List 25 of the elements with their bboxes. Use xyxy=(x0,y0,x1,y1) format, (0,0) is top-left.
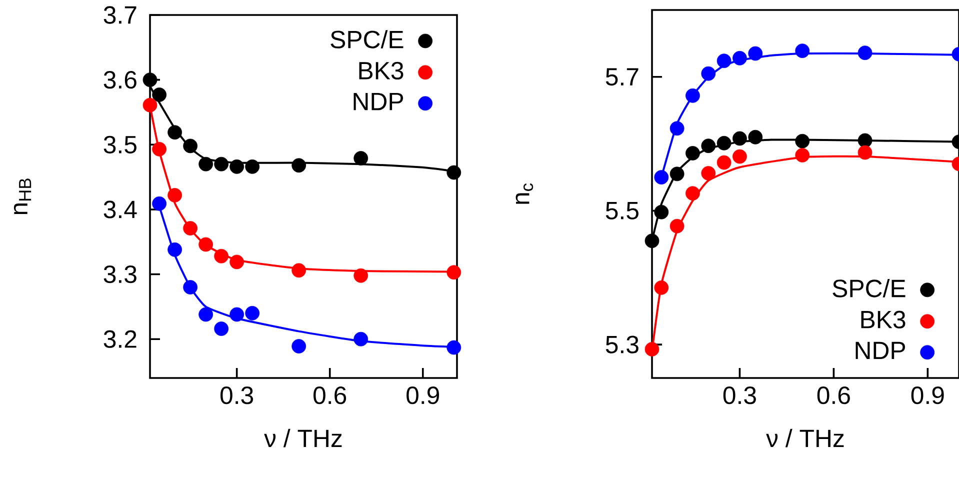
y-tick-label: 3.3 xyxy=(104,265,136,284)
y-tick-label: 3.4 xyxy=(104,200,137,218)
y-tick-label: 3.7 xyxy=(104,6,136,24)
legend-label: NDP xyxy=(354,92,403,110)
y-tick-label: 5.3 xyxy=(606,336,638,354)
legend-label: NDP xyxy=(856,342,905,360)
legend-label: SPC/E xyxy=(832,279,906,298)
legend-label: SPC/E xyxy=(330,30,404,48)
x-tick-label: 0.3 xyxy=(723,386,756,404)
x-tick-label: 0.6 xyxy=(314,386,346,404)
y-tick-label: 3.2 xyxy=(104,330,136,348)
y-tick-label: 5.5 xyxy=(606,202,638,220)
x-axis-title: ν / THz xyxy=(766,428,844,448)
x-tick-label: 0.3 xyxy=(220,386,254,404)
x-tick-label: 0.9 xyxy=(406,386,440,404)
x-axis-title: ν / THz xyxy=(264,428,342,448)
legend-label: BK3 xyxy=(861,310,906,328)
legend-label: BK3 xyxy=(359,62,404,80)
y-tick-label: 3.6 xyxy=(104,71,136,89)
x-tick-label: 0.6 xyxy=(817,386,850,404)
y-axis-title: n$_{HB}$ xyxy=(14,178,32,214)
y-tick-label: 3.5 xyxy=(104,136,136,154)
y-axis-title: n$_{c}$ xyxy=(516,183,534,204)
x-tick-label: 0.9 xyxy=(911,386,944,404)
y-tick-label: 5.7 xyxy=(606,68,638,86)
